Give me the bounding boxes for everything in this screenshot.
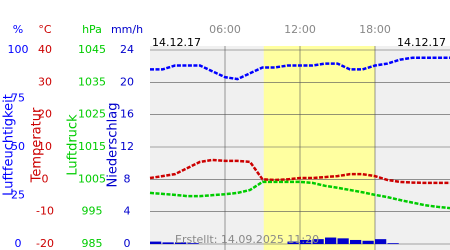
axis-unit: %: [13, 23, 23, 36]
y-tick-label: 4: [124, 205, 131, 218]
y-tick-label: 1045: [78, 43, 106, 56]
axis-title: Luftdruck: [66, 114, 81, 176]
x-tick-label: 12:00: [284, 23, 316, 36]
precip-bar: [350, 239, 362, 244]
y-tick-label: 1025: [78, 108, 106, 121]
y-tick-label: 50: [11, 140, 25, 153]
precip-bar: [337, 238, 349, 244]
y-tick-label: 1005: [78, 172, 106, 185]
series-line: [149, 180, 450, 210]
y-tick-label: 100: [8, 43, 29, 56]
precip-bar: [362, 240, 374, 244]
y-tick-label: 8: [124, 172, 131, 185]
precip-bar: [150, 241, 162, 244]
y-tick-label: -20: [36, 237, 54, 250]
precip-bar: [325, 237, 337, 244]
footer: Erstellt: 14.09.2025 11:20: [175, 233, 319, 246]
y-tick-label: 40: [38, 43, 52, 56]
precip-bar: [162, 242, 174, 244]
y-tick-label: 1035: [78, 75, 106, 88]
axis-title: Temperatur: [30, 107, 45, 183]
y-tick-label: 0: [15, 237, 22, 250]
y-tick-label: 24: [120, 43, 134, 56]
y-tick-label: 0: [124, 237, 131, 250]
axis-unit: mm/h: [111, 23, 143, 36]
y-tick-label: 995: [82, 205, 103, 218]
y-tick-label: 25: [11, 189, 25, 202]
y-tick-label: 75: [11, 92, 25, 105]
precip-bar: [375, 239, 387, 244]
y-tick-label: 20: [38, 108, 52, 121]
axis-title: Niederschlag: [106, 103, 121, 188]
y-tick-label: -10: [36, 205, 54, 218]
axis-title: Luftfeuchtigkeit: [2, 94, 17, 196]
precip-bar: [300, 239, 312, 244]
precip-bar: [287, 241, 299, 244]
date-left: 14.12.17: [152, 36, 201, 49]
precip-bar: [187, 243, 199, 244]
axis-unit: hPa: [82, 23, 102, 36]
precip-bar: [175, 242, 187, 244]
y-tick-label: 10: [38, 140, 52, 153]
x-tick-label: 06:00: [209, 23, 241, 36]
y-tick-label: 12: [120, 140, 134, 153]
date-right: 14.12.17: [397, 36, 446, 49]
precip-bar: [312, 239, 324, 244]
y-tick-label: 1015: [78, 140, 106, 153]
y-tick-label: 985: [82, 237, 103, 250]
y-tick-label: 16: [120, 108, 134, 121]
x-tick-label: 18:00: [359, 23, 391, 36]
precip-bar: [387, 243, 399, 244]
y-tick-label: 30: [38, 75, 52, 88]
axis-unit: °C: [38, 23, 52, 36]
series-line: [149, 158, 450, 185]
series-line: [150, 56, 450, 81]
y-tick-label: 20: [120, 75, 134, 88]
daylight-band: [263, 46, 375, 250]
y-tick-label: 0: [42, 172, 49, 185]
